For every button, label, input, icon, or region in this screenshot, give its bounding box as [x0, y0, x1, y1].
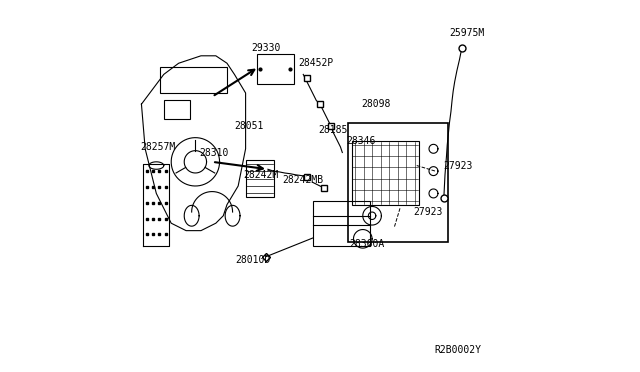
Text: 28257M: 28257M — [141, 142, 176, 152]
Text: 29330: 29330 — [252, 44, 281, 53]
Text: 28452P: 28452P — [299, 58, 334, 68]
Bar — [312, 201, 370, 246]
Text: 27923: 27923 — [443, 161, 472, 170]
Text: 28242MB: 28242MB — [283, 176, 324, 185]
Text: 28010D: 28010D — [236, 256, 271, 265]
Bar — [257, 54, 294, 84]
Text: 28346: 28346 — [346, 137, 376, 146]
Text: 28185: 28185 — [318, 125, 348, 135]
Bar — [164, 100, 190, 119]
Text: 28360A: 28360A — [349, 239, 384, 248]
Bar — [160, 67, 227, 93]
Text: 28051: 28051 — [235, 122, 264, 131]
Text: 28242M: 28242M — [243, 170, 278, 180]
Text: 27923: 27923 — [413, 207, 443, 217]
Text: R2B0002Y: R2B0002Y — [434, 345, 481, 355]
Text: 25975M: 25975M — [449, 29, 484, 38]
Bar — [348, 123, 449, 242]
Bar — [246, 160, 273, 197]
Text: 28310: 28310 — [199, 148, 228, 157]
Bar — [351, 141, 419, 205]
Text: 28098: 28098 — [361, 99, 390, 109]
